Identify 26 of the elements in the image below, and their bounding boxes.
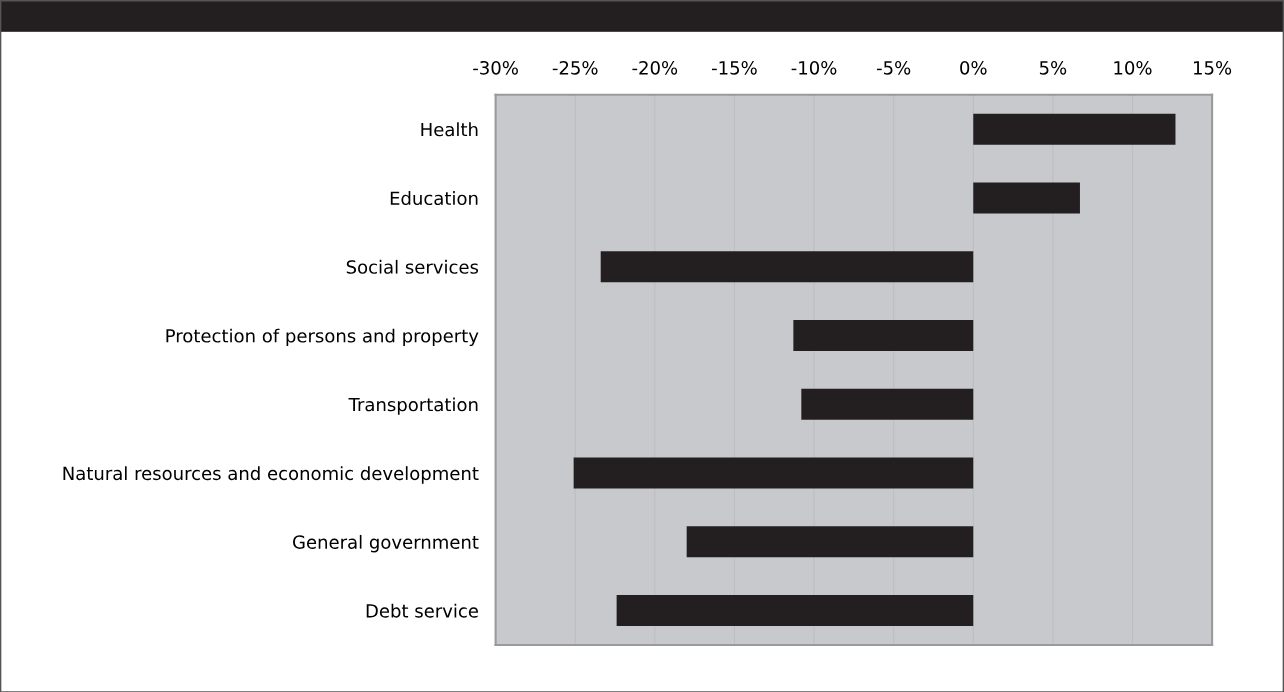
y-tick-label: Transportation — [348, 397, 478, 415]
y-tick-label: General government — [293, 534, 479, 553]
bar — [801, 388, 974, 420]
x-tick-label: 15% — [1194, 60, 1232, 75]
bar — [600, 251, 974, 283]
y-tick-label: Debt service — [366, 603, 478, 618]
bar — [973, 113, 1176, 145]
x-tick-label: -25% — [552, 60, 598, 75]
x-tick-label: 10% — [1114, 60, 1152, 75]
bar — [616, 595, 974, 627]
bar — [686, 526, 974, 558]
bar — [573, 457, 974, 489]
bar — [793, 320, 974, 351]
x-tick-label: -15% — [712, 60, 757, 75]
x-tick-label: 0% — [960, 60, 987, 75]
y-tick-label: Protection of persons and property — [166, 328, 479, 347]
x-tick-label: -20% — [632, 60, 678, 75]
bar — [973, 182, 1080, 214]
y-tick-label: Health — [421, 122, 478, 137]
x-tick-label: -5% — [876, 60, 911, 75]
y-tick-label: Social services — [346, 259, 479, 274]
x-tick-label: -30% — [473, 60, 518, 75]
y-tick-label: Education — [390, 191, 478, 206]
y-tick-label: Natural resources and economic development — [63, 466, 479, 484]
x-tick-label: -10% — [791, 60, 837, 75]
x-tick-label: 5% — [1039, 60, 1067, 75]
